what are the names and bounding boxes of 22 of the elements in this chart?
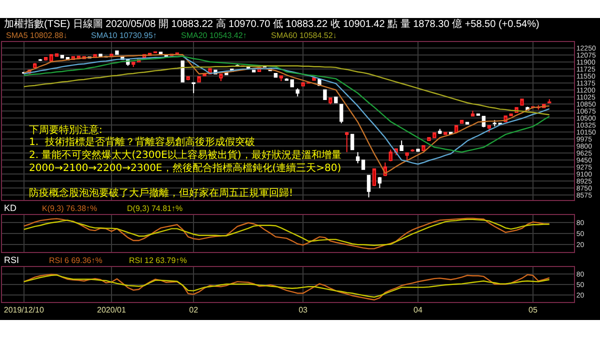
text: SMA20 10543.42↑ [181, 31, 247, 40]
annotation: 2. 量能不可突然爆太大(2300E以上容易被出貨)，最好狀況是溫和增量 [29, 149, 342, 161]
annotation: 下周要特別注意: [29, 124, 102, 136]
x-tick-label: 05 [528, 306, 538, 315]
series-label: RSI 6 69.36↑% [49, 256, 102, 265]
annotation: 1. 技術指標是否背離？背離容易創高後形成假突破 [29, 136, 255, 148]
text: RSI 12 63.79↑% [129, 256, 187, 265]
text: D(9,3) 74.81↑% [127, 204, 183, 213]
series-label: K(9,3) 76.38↑% [42, 204, 98, 213]
x-tick-label: 2020/01 [97, 306, 126, 315]
text: SMA5 10802.88↓ [6, 31, 68, 40]
x-tick-label: 03 [298, 306, 308, 315]
annotation: 防疫概念股泡泡要破了大戶撤離，但好家在周五正規軍回歸! [29, 187, 294, 199]
chart-title: 加權指數(TSE) 日線圖 2020/05/08 開 10883.22 高 10970.70 低 10883.22 收 10901.42 點 量 1878.30 億 +58.50 (+0.54%) [4, 18, 540, 30]
annotation: 2000→2100→2200→2300E，然後配合指標高檔鈍化(連續三天>80) [29, 162, 342, 174]
x-tick-label: 02 [189, 306, 199, 315]
x-tick-label: 2019/12/10 [4, 306, 44, 315]
text: SMA10 10730.95↑ [91, 31, 157, 40]
chart-title: KD [4, 203, 18, 213]
text: SMA60 10584.52↓ [271, 31, 337, 40]
chart-title: RSI [4, 255, 20, 265]
x-tick-label: 04 [414, 306, 423, 315]
